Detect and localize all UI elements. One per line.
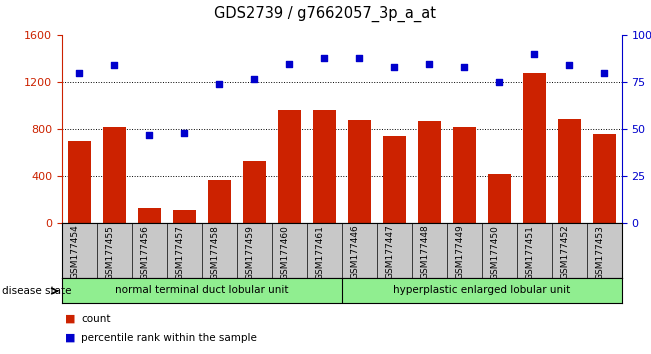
Text: GSM177447: GSM177447 [385, 225, 395, 279]
Bar [453, 127, 476, 223]
Text: GSM177457: GSM177457 [175, 225, 184, 280]
Bar [278, 110, 301, 223]
Text: GSM177450: GSM177450 [490, 225, 499, 280]
Bar [418, 121, 441, 223]
Bar [138, 208, 161, 223]
Text: GSM177455: GSM177455 [105, 225, 115, 280]
Text: GSM177446: GSM177446 [350, 225, 359, 279]
Text: percentile rank within the sample: percentile rank within the sample [81, 333, 257, 343]
Bar [313, 110, 336, 223]
Point [529, 51, 540, 57]
Text: disease state: disease state [2, 286, 72, 296]
Text: GSM177458: GSM177458 [210, 225, 219, 280]
Text: GSM177459: GSM177459 [245, 225, 255, 280]
Point [284, 61, 294, 67]
Bar [348, 120, 370, 223]
Text: GSM177460: GSM177460 [281, 225, 289, 280]
Text: count: count [81, 314, 111, 324]
Point [144, 132, 154, 138]
Bar [523, 73, 546, 223]
Text: hyperplastic enlarged lobular unit: hyperplastic enlarged lobular unit [393, 285, 570, 295]
Point [319, 55, 329, 61]
Text: ■: ■ [65, 314, 76, 324]
Bar [68, 141, 90, 223]
Point [494, 79, 505, 85]
Bar [383, 136, 406, 223]
Point [214, 81, 225, 87]
Point [599, 70, 609, 76]
Text: GSM177453: GSM177453 [595, 225, 604, 280]
Text: GSM177448: GSM177448 [421, 225, 429, 279]
Bar [488, 174, 510, 223]
Bar [243, 161, 266, 223]
Text: GSM177452: GSM177452 [561, 225, 569, 279]
Bar [558, 119, 581, 223]
Text: GSM177456: GSM177456 [141, 225, 149, 280]
Point [424, 61, 434, 67]
Text: GSM177451: GSM177451 [525, 225, 534, 280]
Bar [103, 127, 126, 223]
Bar [173, 210, 196, 223]
Point [459, 64, 469, 70]
Point [179, 130, 189, 136]
Text: ■: ■ [65, 333, 76, 343]
Text: GSM177461: GSM177461 [315, 225, 324, 280]
Point [389, 64, 400, 70]
Point [109, 63, 120, 68]
Point [249, 76, 260, 81]
Bar [208, 179, 230, 223]
Text: GDS2739 / g7662057_3p_a_at: GDS2739 / g7662057_3p_a_at [214, 5, 437, 22]
Point [74, 70, 85, 76]
Text: normal terminal duct lobular unit: normal terminal duct lobular unit [115, 285, 288, 295]
Point [354, 55, 365, 61]
Point [564, 63, 574, 68]
Bar [593, 134, 616, 223]
Text: GSM177454: GSM177454 [70, 225, 79, 279]
Text: GSM177449: GSM177449 [455, 225, 464, 279]
